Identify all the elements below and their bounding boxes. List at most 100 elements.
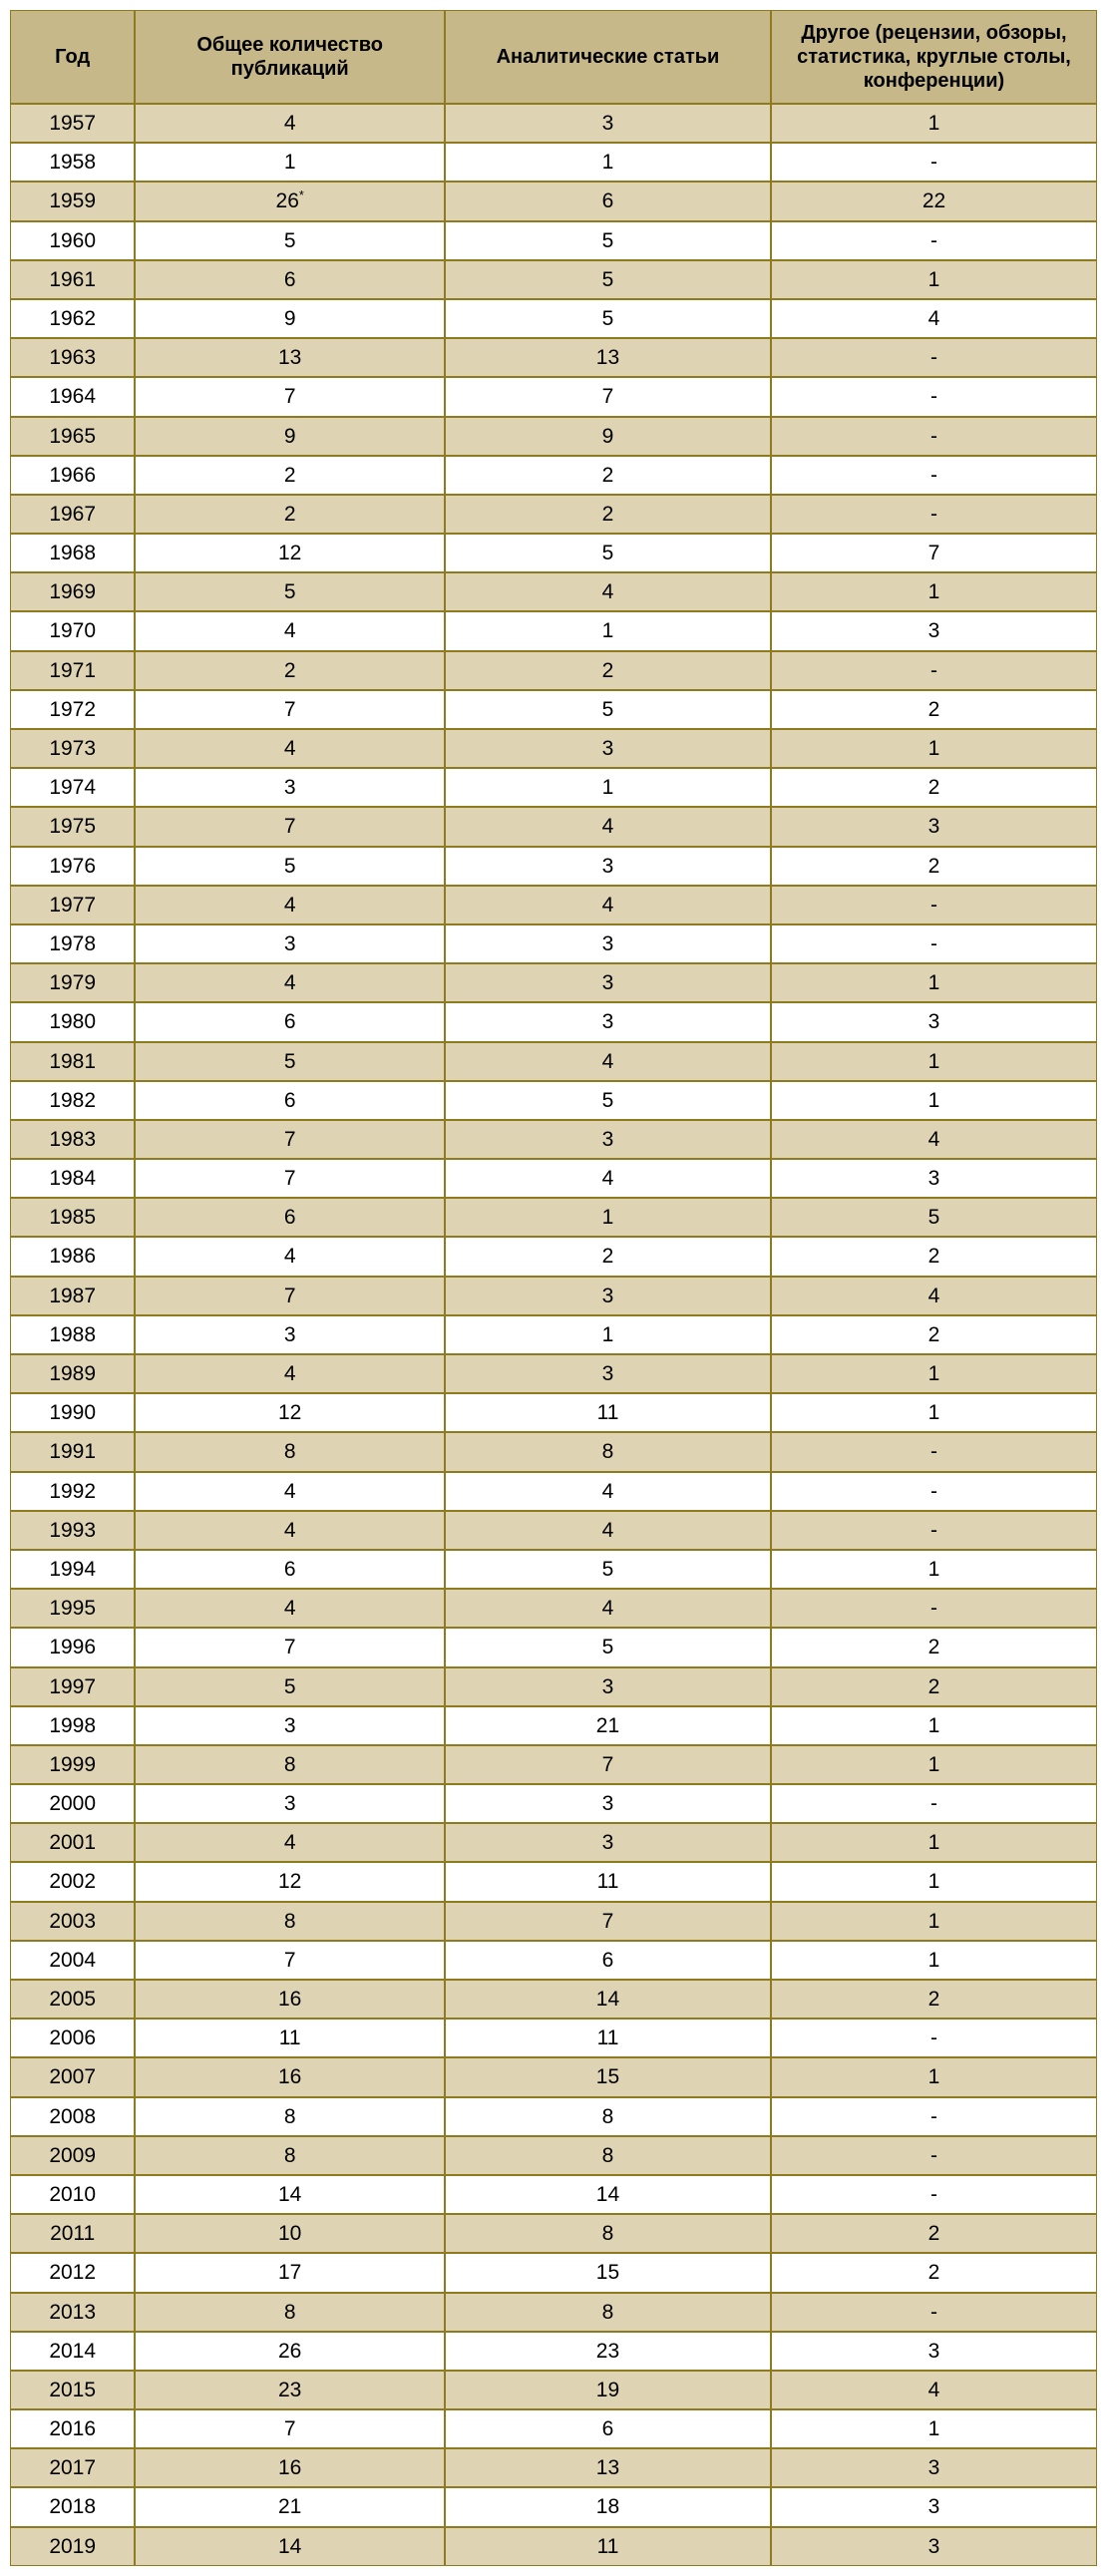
table-row: 201716133	[10, 2448, 1097, 2487]
cell-analytical: 4	[445, 807, 771, 846]
cell-analytical: 11	[445, 1393, 771, 1432]
cell-year: 1968	[10, 534, 135, 572]
cell-year: 2008	[10, 2097, 135, 2136]
cell-other: 5	[771, 1198, 1097, 1237]
cell-total: 8	[135, 2097, 445, 2136]
table-row: 1981541	[10, 1042, 1097, 1081]
cell-total: 7	[135, 690, 445, 729]
cell-analytical: 11	[445, 1862, 771, 1901]
cell-year: 1962	[10, 299, 135, 338]
cell-other: -	[771, 1472, 1097, 1511]
cell-total: 5	[135, 1667, 445, 1706]
cell-analytical: 2	[445, 651, 771, 690]
cell-total: 12	[135, 1393, 445, 1432]
table-row: 199244-	[10, 1472, 1097, 1511]
cell-total: 8	[135, 2293, 445, 2332]
cell-total: 14	[135, 2527, 445, 2566]
cell-other: 4	[771, 299, 1097, 338]
table-row: 2001431	[10, 1823, 1097, 1862]
cell-analytical: 3	[445, 1354, 771, 1393]
cell-analytical: 5	[445, 534, 771, 572]
cell-year: 2014	[10, 2332, 135, 2371]
cell-analytical: 2	[445, 1237, 771, 1276]
cell-other: 2	[771, 1237, 1097, 1276]
cell-other: 1	[771, 1550, 1097, 1589]
cell-year: 2003	[10, 1902, 135, 1941]
cell-total: 2	[135, 456, 445, 495]
cell-other: -	[771, 2175, 1097, 2214]
cell-total: 7	[135, 1941, 445, 1980]
cell-total: 7	[135, 2409, 445, 2448]
cell-year: 2002	[10, 1862, 135, 1901]
cell-other: 1	[771, 572, 1097, 611]
cell-year: 1984	[10, 1159, 135, 1198]
cell-year: 1964	[10, 377, 135, 416]
cell-analytical: 7	[445, 1902, 771, 1941]
cell-other: 1	[771, 260, 1097, 299]
cell-other: 4	[771, 2371, 1097, 2409]
cell-total: 8	[135, 1902, 445, 1941]
cell-analytical: 18	[445, 2487, 771, 2526]
cell-total: 6	[135, 1550, 445, 1589]
cell-year: 1965	[10, 417, 135, 456]
cell-other: 3	[771, 2487, 1097, 2526]
table-row: 201914113	[10, 2527, 1097, 2566]
table-row: 1984743	[10, 1159, 1097, 1198]
cell-year: 2004	[10, 1941, 135, 1980]
table-row: 1987734	[10, 1277, 1097, 1315]
table-row: 1986422	[10, 1237, 1097, 1276]
cell-year: 2017	[10, 2448, 135, 2487]
cell-total: 5	[135, 1042, 445, 1081]
cell-total: 4	[135, 1237, 445, 1276]
cell-other: 22	[771, 182, 1097, 220]
table-row: 1979431	[10, 963, 1097, 1002]
cell-other: 2	[771, 1628, 1097, 1666]
cell-total: 4	[135, 1511, 445, 1550]
cell-year: 1986	[10, 1237, 135, 1276]
cell-total: 4	[135, 104, 445, 143]
cell-other: 2	[771, 1667, 1097, 1706]
cell-total: 4	[135, 729, 445, 768]
cell-year: 1999	[10, 1745, 135, 1784]
cell-year: 1959	[10, 182, 135, 220]
cell-analytical: 21	[445, 1706, 771, 1745]
cell-other: 1	[771, 729, 1097, 768]
cell-other: 3	[771, 2527, 1097, 2566]
cell-analytical: 2	[445, 456, 771, 495]
cell-total: 8	[135, 1745, 445, 1784]
table-row: 2016761	[10, 2409, 1097, 2448]
table-row: 201426233	[10, 2332, 1097, 2371]
table-row: 1988312	[10, 1315, 1097, 1354]
cell-other: -	[771, 338, 1097, 377]
cell-total: 16	[135, 1980, 445, 2019]
cell-analytical: 15	[445, 2253, 771, 2292]
cell-total: 11	[135, 2019, 445, 2057]
cell-analytical: 5	[445, 221, 771, 260]
table-row: 1957431	[10, 104, 1097, 143]
cell-other: -	[771, 143, 1097, 182]
cell-analytical: 6	[445, 1941, 771, 1980]
cell-year: 1961	[10, 260, 135, 299]
cell-year: 1997	[10, 1667, 135, 1706]
cell-analytical: 3	[445, 1667, 771, 1706]
cell-analytical: 3	[445, 104, 771, 143]
cell-year: 1991	[10, 1432, 135, 1471]
table-row: 196722-	[10, 495, 1097, 534]
col-header-other: Другое (рецензии, обзоры, статистика, кр…	[771, 10, 1097, 104]
cell-analytical: 5	[445, 260, 771, 299]
cell-year: 2001	[10, 1823, 135, 1862]
cell-year: 2016	[10, 2409, 135, 2448]
cell-other: 1	[771, 1745, 1097, 1784]
cell-year: 1972	[10, 690, 135, 729]
table-row: 1994651	[10, 1550, 1097, 1589]
table-row: 199188-	[10, 1432, 1097, 1471]
cell-year: 1993	[10, 1511, 135, 1550]
cell-other: 1	[771, 1706, 1097, 1745]
table-row: 1983734	[10, 1120, 1097, 1159]
table-row: 1972752	[10, 690, 1097, 729]
cell-other: -	[771, 417, 1097, 456]
cell-total: 10	[135, 2214, 445, 2253]
table-row: 201388-	[10, 2293, 1097, 2332]
cell-year: 1982	[10, 1081, 135, 1120]
cell-total: 23	[135, 2371, 445, 2409]
